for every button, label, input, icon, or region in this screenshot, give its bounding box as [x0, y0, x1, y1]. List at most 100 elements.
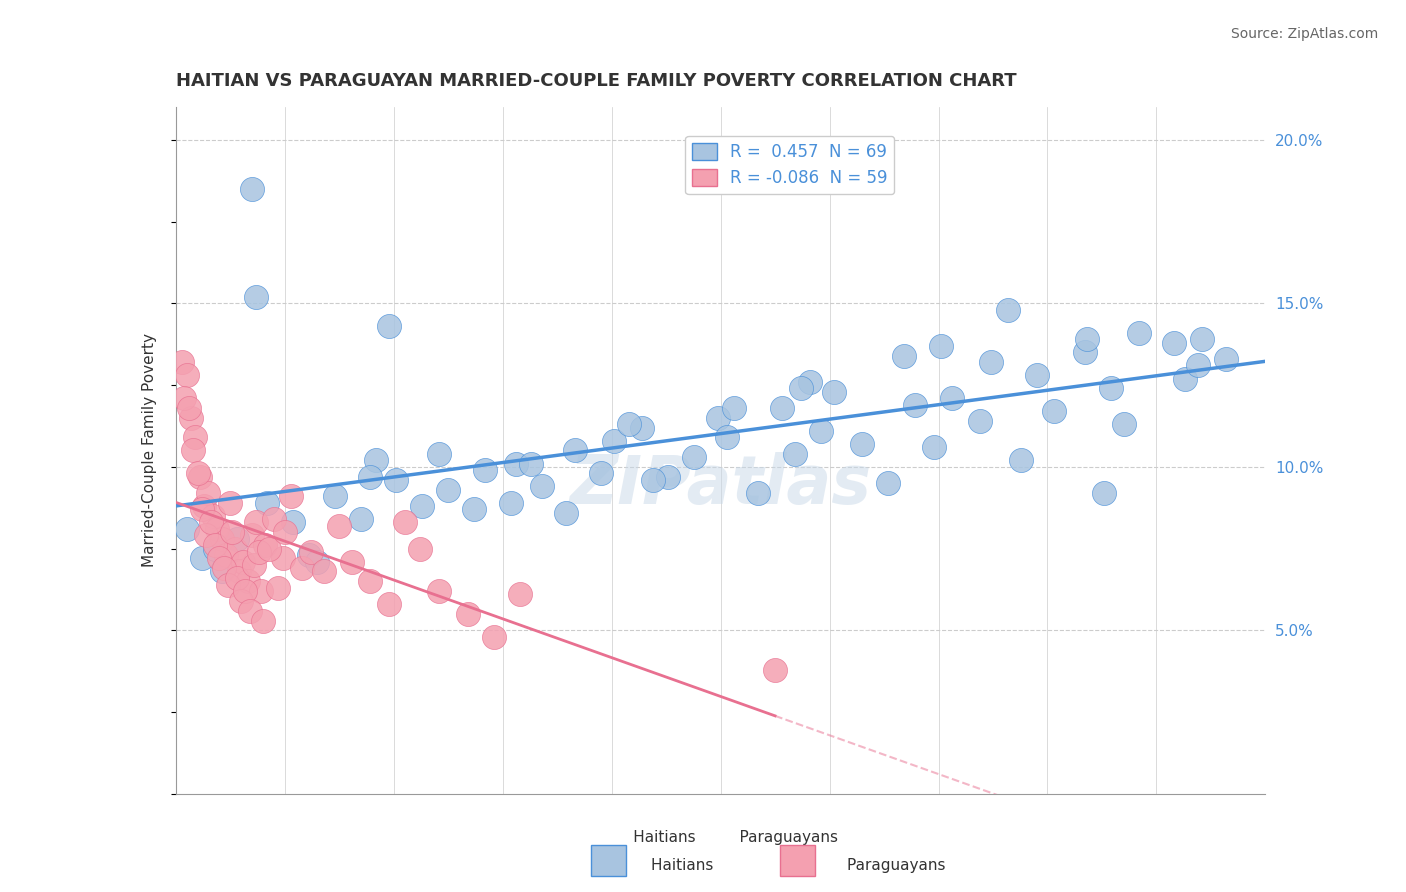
Point — [212, 561, 235, 575]
Point — [1010, 453, 1032, 467]
Point — [501, 496, 523, 510]
Point — [186, 467, 209, 481]
Point — [176, 522, 198, 536]
Point — [1112, 417, 1135, 432]
Point — [205, 522, 228, 536]
Point — [299, 545, 322, 559]
Point — [1099, 381, 1122, 395]
Point — [520, 457, 543, 471]
Point — [225, 571, 247, 585]
Point — [851, 437, 873, 451]
Point — [378, 597, 401, 611]
Point — [1025, 368, 1047, 383]
Point — [409, 541, 432, 556]
Point — [554, 506, 576, 520]
Point — [823, 384, 845, 399]
Point — [366, 453, 388, 467]
Point — [211, 532, 233, 546]
Point — [617, 417, 640, 432]
Point — [457, 607, 479, 621]
Point — [941, 391, 963, 405]
Point — [1163, 335, 1185, 350]
Point — [298, 548, 321, 562]
Point — [267, 581, 290, 595]
Point — [929, 339, 952, 353]
Point — [1187, 359, 1209, 373]
Point — [997, 302, 1019, 317]
Point — [219, 496, 242, 510]
Point — [236, 574, 259, 589]
Point — [903, 398, 925, 412]
Point — [271, 551, 294, 566]
Point — [603, 434, 626, 448]
Point — [172, 355, 194, 369]
Point — [1076, 332, 1098, 346]
Point — [1092, 486, 1115, 500]
Point — [1191, 332, 1213, 346]
Point — [799, 375, 821, 389]
Point — [342, 555, 364, 569]
Point — [359, 469, 381, 483]
Point — [893, 349, 915, 363]
Point — [176, 368, 198, 383]
Point — [188, 469, 211, 483]
Point — [385, 473, 408, 487]
Point — [790, 381, 813, 395]
Point — [280, 489, 302, 503]
Point — [323, 489, 346, 503]
Point — [350, 512, 373, 526]
Point — [180, 410, 202, 425]
Point — [359, 574, 381, 589]
Text: Haitians: Haitians — [612, 858, 713, 872]
Point — [394, 516, 416, 530]
Text: HAITIAN VS PARAGUAYAN MARRIED-COUPLE FAMILY POVERTY CORRELATION CHART: HAITIAN VS PARAGUAYAN MARRIED-COUPLE FAM… — [176, 72, 1017, 90]
Point — [173, 391, 195, 405]
Point — [283, 516, 305, 530]
Point — [1215, 351, 1237, 366]
Point — [1043, 404, 1066, 418]
Point — [239, 604, 262, 618]
Point — [530, 479, 553, 493]
Point — [307, 555, 329, 569]
Point — [463, 502, 485, 516]
Point — [274, 525, 297, 540]
Point — [224, 541, 246, 556]
Point — [378, 319, 401, 334]
Point — [200, 516, 222, 530]
Point — [177, 401, 200, 415]
Point — [589, 467, 612, 481]
Point — [245, 516, 267, 530]
Point — [437, 483, 460, 497]
Point — [474, 463, 496, 477]
Point — [231, 594, 253, 608]
Point — [256, 496, 278, 510]
Text: Source: ZipAtlas.com: Source: ZipAtlas.com — [1230, 27, 1378, 41]
Point — [247, 545, 270, 559]
Point — [235, 584, 257, 599]
Point — [312, 565, 335, 579]
Point — [225, 532, 247, 546]
Point — [240, 528, 263, 542]
Point — [217, 577, 239, 591]
Point — [191, 502, 214, 516]
Point — [208, 551, 231, 566]
Point — [221, 525, 243, 540]
Point — [482, 630, 505, 644]
Point — [1073, 345, 1095, 359]
Point — [763, 663, 786, 677]
Point — [429, 447, 451, 461]
Point — [564, 443, 586, 458]
Point — [1174, 371, 1197, 385]
Point — [980, 355, 1002, 369]
Point — [245, 290, 267, 304]
Point — [770, 401, 793, 415]
Point — [259, 541, 281, 556]
Point — [1128, 326, 1150, 340]
Point — [193, 499, 215, 513]
Point — [969, 414, 991, 428]
Point — [707, 410, 730, 425]
Point — [204, 538, 226, 552]
Point — [723, 401, 745, 415]
Point — [254, 538, 277, 552]
Point — [291, 561, 314, 575]
